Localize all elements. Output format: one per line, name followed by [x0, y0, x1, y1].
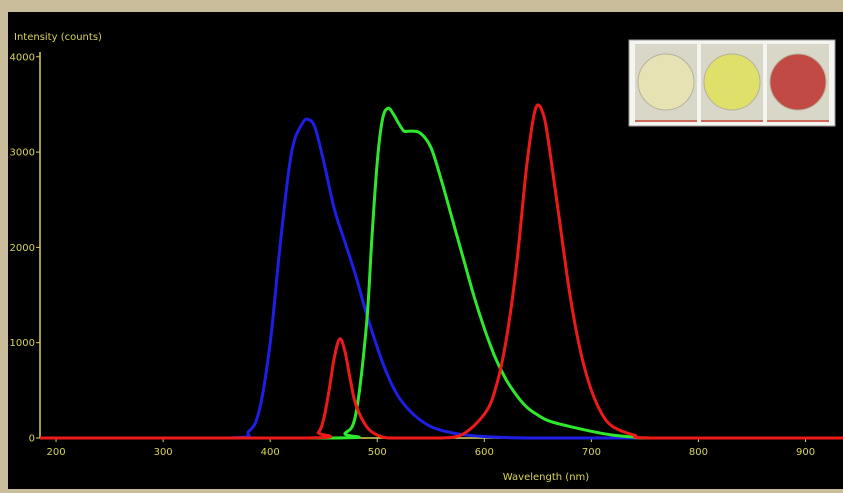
x-tick-group: 200 300 400 500 600 700 800 900 — [47, 438, 815, 458]
x-tick-label: 600 — [475, 447, 494, 458]
x-tick-label: 500 — [368, 447, 387, 458]
x-axis-label: Wavelength (nm) — [503, 472, 589, 483]
sample-swatch-white — [635, 44, 697, 120]
red-spectrum-line — [40, 103, 843, 440]
sample-swatch-red — [767, 44, 829, 120]
x-tick-label: 200 — [47, 447, 66, 458]
plot-panel: 0 1000 2000 3000 4000 200 300 400 500 600 700 800 9… — [8, 12, 843, 489]
swatch-disc — [769, 53, 827, 111]
x-tick-label: 800 — [689, 447, 708, 458]
sample-swatch-yellow — [701, 44, 763, 120]
y-tick-label: 0 — [29, 434, 35, 445]
y-tick-label: 3000 — [10, 148, 35, 159]
spectrum-chart: 0 1000 2000 3000 4000 200 300 400 500 600 700 800 9… — [10, 32, 843, 483]
y-tick-label: 1000 — [10, 338, 35, 349]
y-tick-label: 4000 — [10, 52, 35, 63]
blue-spectrum-line — [40, 117, 843, 440]
y-tick-group: 0 1000 2000 3000 4000 — [10, 52, 40, 445]
swatch-disc — [637, 53, 695, 111]
x-tick-label: 700 — [582, 447, 601, 458]
x-tick-label: 900 — [796, 447, 815, 458]
series-group — [40, 103, 843, 440]
swatch-disc — [703, 53, 761, 111]
y-axis-label: Intensity (counts) — [14, 32, 102, 43]
green-spectrum-line — [40, 106, 843, 440]
led-samples-inset — [628, 39, 836, 127]
x-tick-label: 400 — [261, 447, 280, 458]
x-tick-label: 300 — [154, 447, 173, 458]
y-tick-label: 2000 — [10, 243, 35, 254]
